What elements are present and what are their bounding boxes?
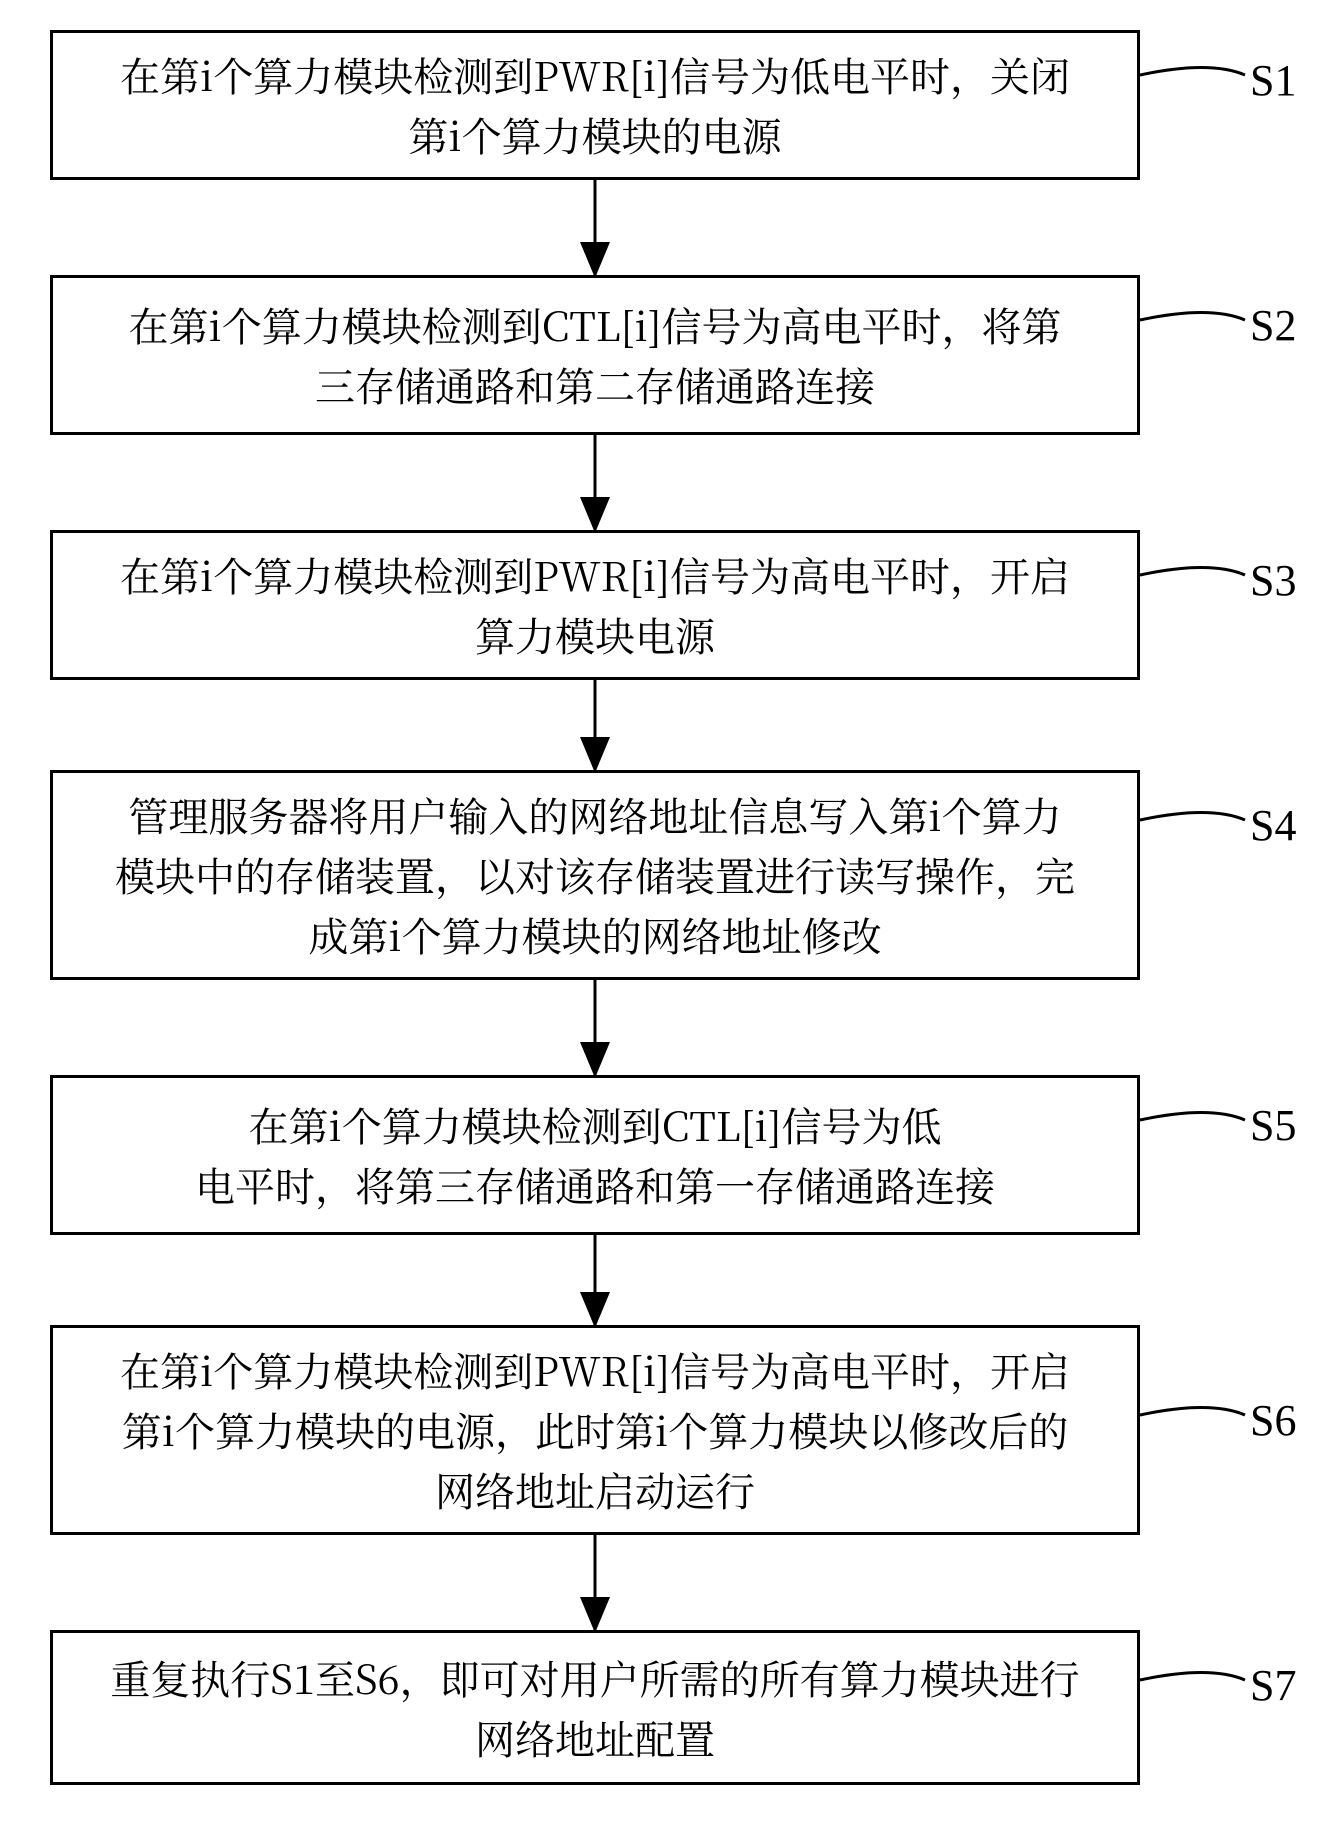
step-label-s1: S1 [1250, 55, 1296, 106]
label-leader-curve [1140, 1408, 1245, 1416]
step-label-s4: S4 [1250, 800, 1296, 851]
label-leader-curve [1140, 813, 1245, 821]
step-text: 在第i个算力模块检测到CTL[i]信号为高电平时，将第 三存储通路和第二存储通路… [118, 295, 1071, 415]
step-box-s1: 在第i个算力模块检测到PWR[i]信号为低电平时，关闭 第i个算力模块的电源 [50, 30, 1140, 180]
step-label-s3: S3 [1250, 555, 1296, 606]
step-box-s4: 管理服务器将用户输入的网络地址信息写入第i个算力 模块中的存储装置，以对该存储装… [50, 770, 1140, 980]
label-leader-curve [1140, 313, 1245, 321]
label-leader-curve [1140, 1673, 1245, 1681]
step-text: 管理服务器将用户输入的网络地址信息写入第i个算力 模块中的存储装置，以对该存储装… [105, 785, 1085, 965]
step-text: 在第i个算力模块检测到PWR[i]信号为高电平时，开启 第i个算力模块的电源，此… [110, 1340, 1080, 1520]
label-leader-curve [1140, 1113, 1245, 1121]
step-label-s7: S7 [1250, 1660, 1296, 1711]
label-leader-curve [1140, 68, 1245, 76]
step-box-s3: 在第i个算力模块检测到PWR[i]信号为高电平时，开启 算力模块电源 [50, 530, 1140, 680]
step-box-s2: 在第i个算力模块检测到CTL[i]信号为高电平时，将第 三存储通路和第二存储通路… [50, 275, 1140, 435]
step-label-s2: S2 [1250, 300, 1296, 351]
step-box-s7: 重复执行S1至S6，即可对用户所需的所有算力模块进行 网络地址配置 [50, 1630, 1140, 1785]
label-leader-curve [1140, 568, 1245, 576]
flowchart-canvas: 在第i个算力模块检测到PWR[i]信号为低电平时，关闭 第i个算力模块的电源 S1… [0, 0, 1331, 1843]
step-box-s6: 在第i个算力模块检测到PWR[i]信号为高电平时，开启 第i个算力模块的电源，此… [50, 1325, 1140, 1535]
step-box-s5: 在第i个算力模块检测到CTL[i]信号为低 电平时，将第三存储通路和第一存储通路… [50, 1075, 1140, 1235]
step-label-s5: S5 [1250, 1100, 1296, 1151]
step-text: 重复执行S1至S6，即可对用户所需的所有算力模块进行 网络地址配置 [100, 1648, 1089, 1768]
step-text: 在第i个算力模块检测到PWR[i]信号为高电平时，开启 算力模块电源 [110, 545, 1080, 665]
step-text: 在第i个算力模块检测到CTL[i]信号为低 电平时，将第三存储通路和第一存储通路… [185, 1095, 1005, 1215]
step-label-s6: S6 [1250, 1395, 1296, 1446]
step-text: 在第i个算力模块检测到PWR[i]信号为低电平时，关闭 第i个算力模块的电源 [110, 45, 1080, 165]
